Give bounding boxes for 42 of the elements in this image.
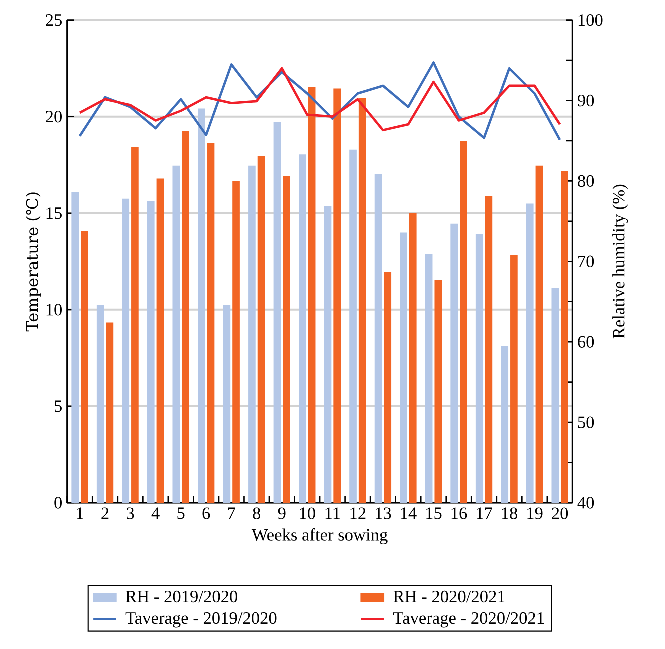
x-tick-label: 15 [426,508,442,520]
x-tick-label: 3 [127,508,134,520]
line-series [78,62,562,142]
x-axis-title: Weeks after sowing [252,528,388,544]
y-tick-label: 15 [46,208,62,220]
y-tick-label: 25 [46,14,62,26]
y2-tick-label: 40 [578,497,594,509]
x-tick-label: 13 [376,508,392,520]
x-tick-label: 19 [528,508,543,520]
x-tick-label: 14 [401,508,417,520]
x-tick-label: 12 [350,508,366,520]
y-axis-title: Temperature (℃) [26,192,42,332]
y-tick-label: 10 [46,304,62,316]
x-tick-label: 9 [278,508,286,520]
x-tick-label: 4 [152,508,160,520]
x-tick-label: 16 [452,508,468,520]
y-tick-label: 5 [54,400,62,412]
x-tick-label: 18 [502,508,518,520]
y2-axis-title: Relative humidity (%) [612,184,628,339]
y-tick-label: 0 [54,497,62,509]
legend-label: Taverage - 2020/2021 [394,612,544,628]
legend-label: RH - 2020/2021 [394,590,505,603]
x-tick-label: 1 [77,508,84,520]
x-tick-label: 20 [552,508,568,520]
x-tick-label: 8 [253,508,261,520]
legend-label: RH - 2019/2020 [126,590,238,603]
y2-tick-label: 70 [578,256,594,268]
x-tick-label: 17 [477,508,492,520]
x-tick-label: 2 [102,508,109,520]
x-tick-label: 7 [228,508,236,520]
line-series [78,67,562,132]
x-tick-label: 5 [178,508,185,520]
y2-tick-label: 100 [578,14,603,26]
y2-tick-label: 50 [578,416,594,428]
x-tick-label: 6 [202,508,210,520]
x-tick-label: 11 [326,508,340,520]
y2-tick-label: 80 [578,175,594,188]
y-tick-label: 20 [46,111,62,123]
y2-tick-label: 90 [578,94,594,107]
x-tick-label: 10 [300,508,316,520]
y2-tick-label: 60 [578,336,594,348]
legend-label: Taverage - 2019/2020 [126,612,277,628]
